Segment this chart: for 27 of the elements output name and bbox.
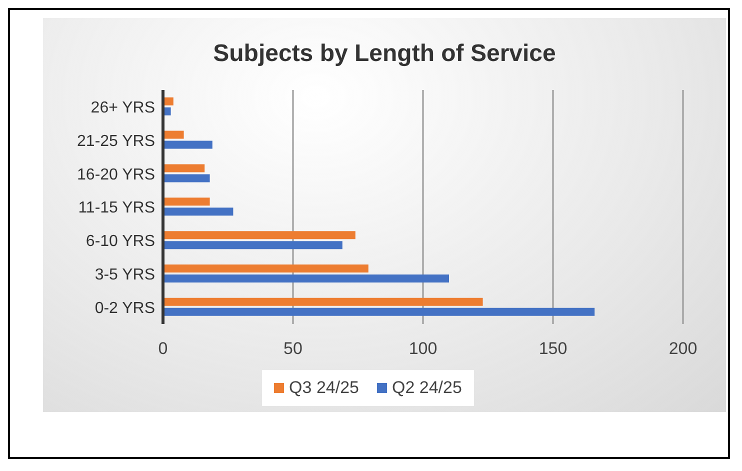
y-tick-label: 11-15 YRS [78,200,155,217]
bar [163,308,595,316]
y-tick-label: 16-20 YRS [77,166,155,184]
legend-label: Q2 24/25 [391,378,462,398]
bar [163,298,483,306]
x-tick-label: 150 [538,339,568,358]
x-tick-label: 100 [408,339,438,358]
bar [163,198,210,206]
legend-label: Q3 24/25 [288,378,359,398]
x-tick-label: 50 [284,339,302,358]
bar [163,208,234,216]
y-tick-label: 0-2 YRS [94,300,155,317]
bar [163,140,212,149]
bar [163,274,449,282]
bar [163,264,368,272]
x-tick-label: 0 [158,339,168,358]
bar [163,174,210,182]
y-tick-label: 21-25 YRS [77,132,155,150]
y-tick-label: 3-5 YRS [94,266,155,284]
bar [163,164,205,172]
bar [163,241,342,250]
x-tick-label: 200 [668,339,698,358]
bar [163,130,184,139]
chart-title: Subjects by Length of Service [212,40,557,69]
y-tick-label: 6-10 YRS [86,233,155,250]
y-tick-label: 26+ YRS [90,99,155,116]
bar [163,231,356,240]
